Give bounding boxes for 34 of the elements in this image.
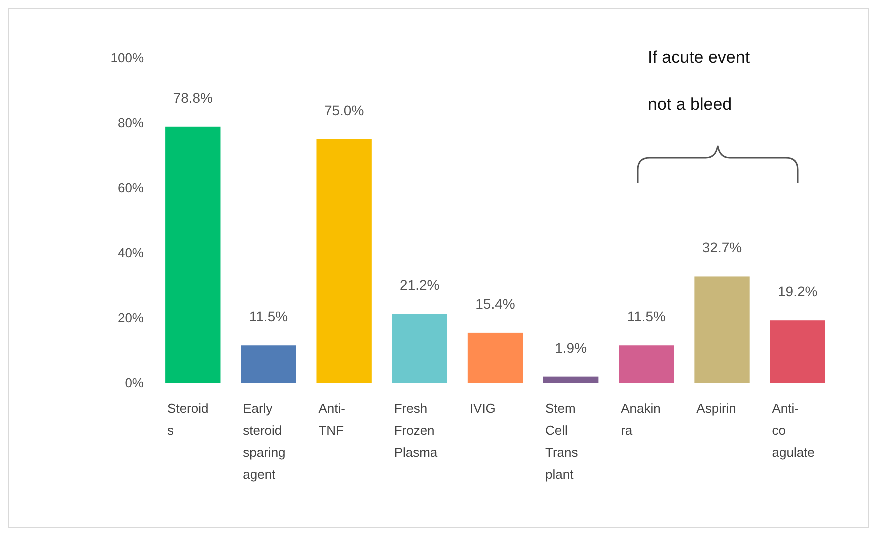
x-tick-label: Anti- co agulate: [772, 401, 815, 460]
bar: [694, 276, 750, 383]
x-tick-label: IVIG: [470, 401, 496, 416]
bar: [392, 314, 448, 383]
data-label: 75.0%: [324, 102, 364, 118]
x-tick-label: Steroid s: [168, 401, 209, 438]
y-tick-label: 20%: [118, 310, 144, 326]
bar: [241, 346, 296, 383]
data-label: 78.8%: [173, 90, 213, 106]
x-tick-label: Fresh Frozen Plasma: [394, 401, 438, 460]
x-tick-label: Aspirin: [696, 401, 736, 416]
y-tick-label: 40%: [118, 246, 144, 261]
x-tick-label: Anakin ra: [621, 401, 661, 438]
bar: [619, 346, 674, 383]
data-label: 11.5%: [249, 308, 288, 325]
text: If acute event not a bleed: [648, 48, 750, 114]
data-label: 1.9%: [555, 340, 588, 356]
data-label: 11.5%: [627, 308, 666, 325]
x-tick-label: Anti- TNF: [318, 401, 346, 438]
y-tick-label: 100%: [110, 50, 144, 66]
x-tick-label: Stem Cell Trans plant: [546, 401, 579, 482]
data-label: 32.7%: [702, 240, 742, 256]
bar: [166, 126, 221, 383]
bar: [544, 376, 599, 383]
data-label: 15.4%: [476, 296, 516, 312]
y-tick-label: 60%: [118, 180, 144, 196]
x-tick-label: Early steroid sparing agent: [243, 401, 286, 482]
bar: [468, 332, 524, 383]
y-tick-label: 0%: [125, 376, 144, 391]
data-label: 21.2%: [400, 277, 440, 294]
y-tick-label: 80%: [118, 116, 144, 131]
bar: [316, 139, 372, 383]
bar: [770, 320, 826, 383]
data-label: 19.2%: [778, 284, 818, 300]
